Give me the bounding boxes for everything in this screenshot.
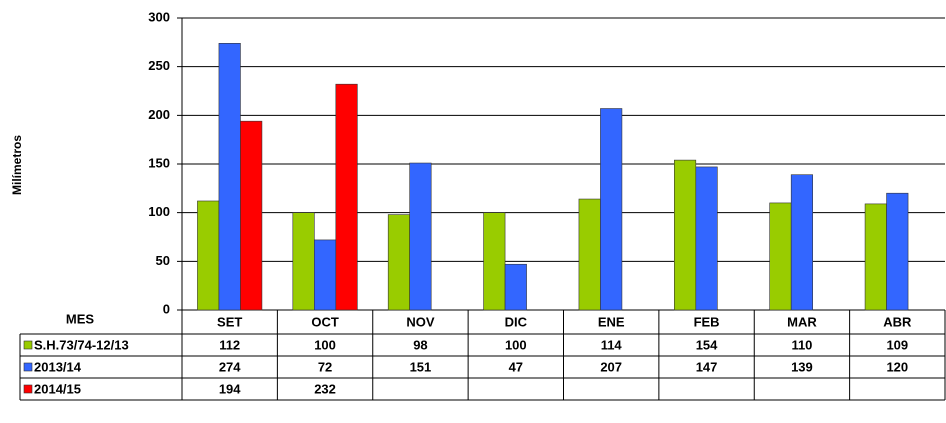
x-tick-label: SET (217, 314, 242, 329)
legend-swatch (23, 384, 33, 394)
bar (292, 212, 315, 311)
table-cell: 114 (601, 337, 623, 352)
bar (197, 200, 220, 311)
table-cell: 154 (696, 337, 718, 352)
x-tick-label: FEB (694, 314, 720, 329)
bar (886, 192, 909, 311)
table-cell: 151 (410, 359, 432, 374)
y-tick-label: 100 (148, 204, 170, 219)
legend-label: 2013/14 (34, 359, 82, 374)
y-tick-label: 50 (156, 253, 170, 268)
y-tick-label: 0 (163, 301, 170, 316)
x-tick-label: NOV (406, 314, 435, 329)
table-cell: 72 (318, 359, 332, 374)
bar (335, 83, 358, 311)
y-tick-label: 150 (148, 155, 170, 170)
bar (504, 263, 527, 311)
x-tick-label: OCT (311, 314, 339, 329)
y-tick-label: 200 (148, 107, 170, 122)
bar (578, 198, 601, 311)
legend-label: 2014/15 (34, 381, 81, 396)
x-tick-label: MAR (787, 314, 817, 329)
table-cell: 98 (413, 337, 427, 352)
bar (769, 202, 792, 311)
bar (387, 214, 410, 311)
bar (600, 108, 623, 311)
table-cell: 147 (696, 359, 718, 374)
y-tick-label: 250 (148, 58, 170, 73)
table-cell: 100 (505, 337, 527, 352)
bar (240, 120, 263, 311)
table-cell: 112 (219, 337, 240, 352)
table-cell: 194 (219, 381, 241, 396)
bar (483, 212, 506, 311)
bar (674, 159, 697, 311)
legend-swatch (23, 340, 33, 350)
table-cell: 100 (314, 337, 336, 352)
x-axis-label: MES (66, 311, 95, 326)
table-cell: 232 (314, 381, 336, 396)
bar (695, 166, 718, 311)
bar (409, 162, 432, 311)
table-cell: 207 (600, 359, 622, 374)
legend-label: S.H.73/74-12/13 (34, 337, 129, 352)
y-axis-label: Milímetros (10, 135, 24, 195)
table-cell: 110 (791, 337, 812, 352)
x-tick-label: ENE (598, 314, 625, 329)
table-cell: 274 (219, 359, 241, 374)
legend-swatch (23, 362, 33, 372)
table-cell: 120 (886, 359, 908, 374)
bar (314, 239, 337, 311)
table-cell: 139 (791, 359, 813, 374)
x-tick-label: ABR (883, 314, 912, 329)
bar (218, 43, 241, 311)
x-tick-label: DIC (505, 314, 528, 329)
y-tick-label: 300 (148, 9, 170, 24)
bar (864, 203, 887, 311)
table-cell: 47 (509, 359, 523, 374)
bar (790, 174, 813, 311)
table-cell: 109 (886, 337, 908, 352)
